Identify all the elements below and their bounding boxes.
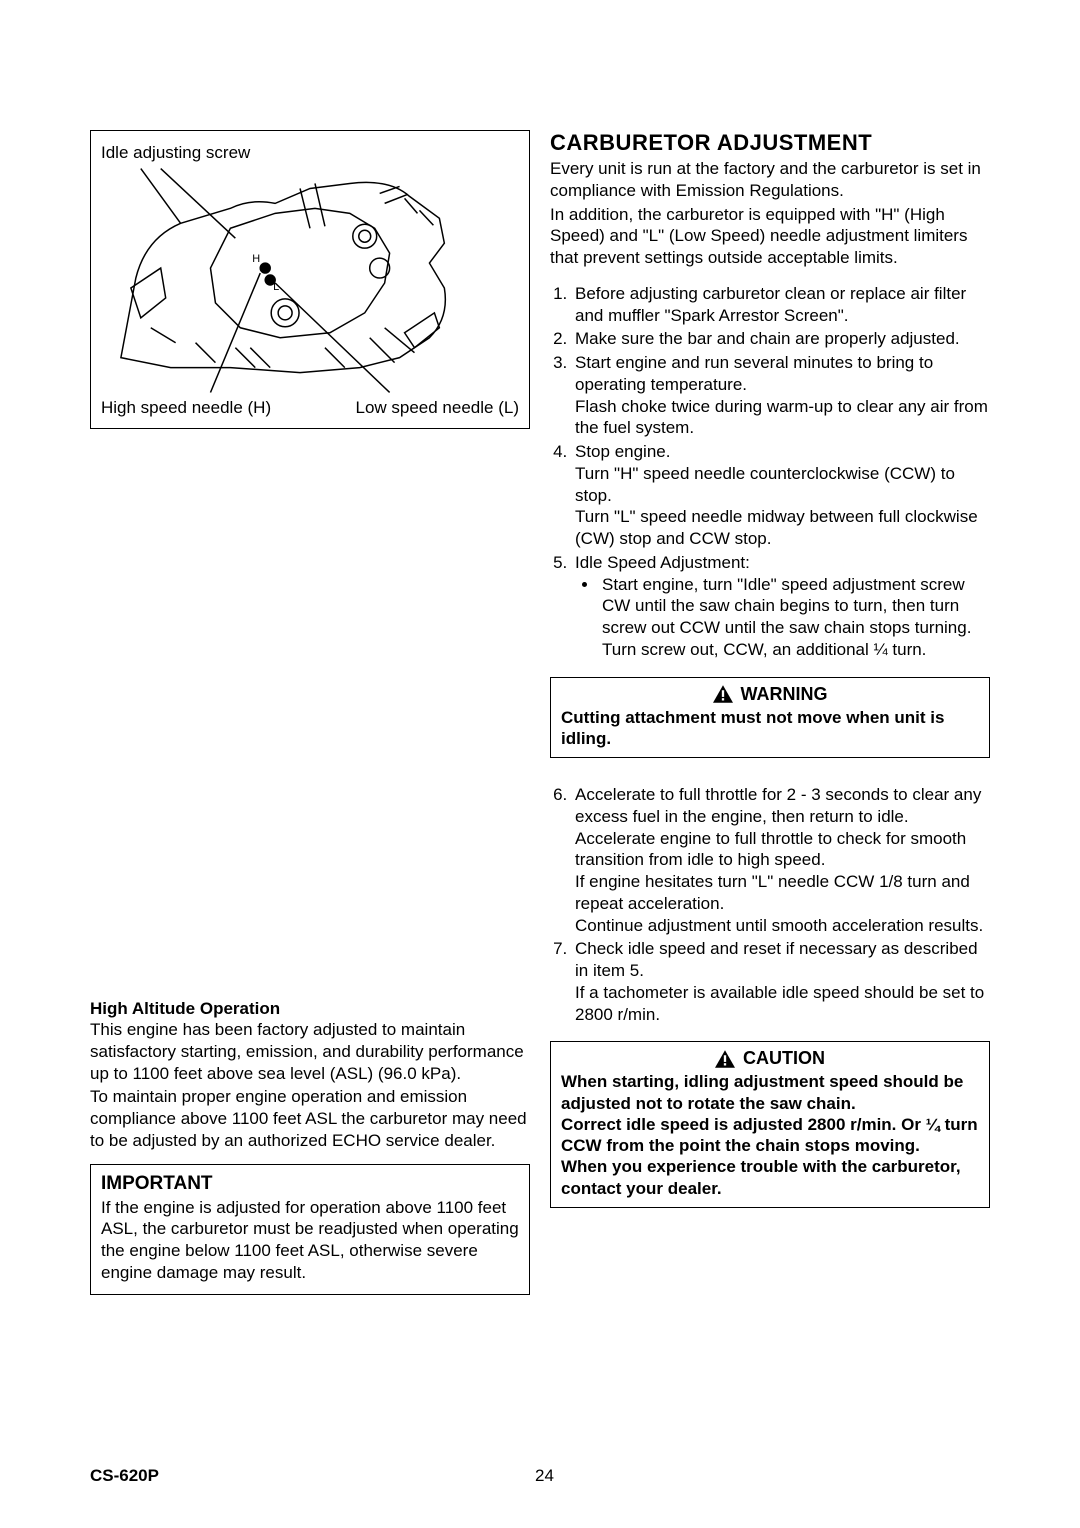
caution-body: When starting, idling adjustment speed s… <box>561 1071 979 1199</box>
step-1: Before adjusting carburetor clean or rep… <box>572 283 990 327</box>
warning-body: Cutting attachment must not move when un… <box>561 707 979 750</box>
svg-text:H: H <box>252 253 260 265</box>
intro-paragraph-2: In addition, the carburetor is equipped … <box>550 204 990 269</box>
svg-text:L: L <box>273 281 279 293</box>
caution-title: CAUTION <box>743 1048 825 1069</box>
important-box: IMPORTANT If the engine is adjusted for … <box>90 1164 530 1295</box>
step-4: Stop engine. Turn "H" speed needle count… <box>572 441 990 550</box>
caution-box: CAUTION When starting, idling adjustment… <box>550 1041 990 1208</box>
adjustment-steps: Before adjusting carburetor clean or rep… <box>550 283 990 663</box>
carburetor-diagram: Idle adjusting screw <box>90 130 530 429</box>
footer-page-number: 24 <box>535 1466 554 1486</box>
important-title: IMPORTANT <box>101 1173 519 1195</box>
caution-icon <box>715 1050 735 1068</box>
step-3: Start engine and run several minutes to … <box>572 352 990 439</box>
carburetor-svg: H L <box>101 168 519 398</box>
altitude-paragraph-2: To maintain proper engine operation and … <box>90 1086 530 1151</box>
main-heading: CARBURETOR ADJUSTMENT <box>550 130 990 156</box>
intro-paragraph-1: Every unit is run at the factory and the… <box>550 158 990 202</box>
important-body: If the engine is adjusted for operation … <box>101 1197 519 1284</box>
warning-box: WARNING Cutting attachment must not move… <box>550 677 990 759</box>
step-7: Check idle speed and reset if necessary … <box>572 938 990 1025</box>
altitude-paragraph-1: This engine has been factory adjusted to… <box>90 1019 530 1084</box>
adjustment-steps-continued: Accelerate to full throttle for 2 - 3 se… <box>550 784 990 1027</box>
step-2: Make sure the bar and chain are properly… <box>572 328 990 350</box>
warning-icon <box>713 685 733 703</box>
diagram-label-high: High speed needle (H) <box>101 398 271 418</box>
altitude-heading: High Altitude Operation <box>90 999 530 1019</box>
page-footer: CS-620P 24 <box>90 1466 990 1486</box>
warning-title: WARNING <box>741 684 828 705</box>
step-5-bullet: Start engine, turn "Idle" speed adjustme… <box>599 574 990 661</box>
diagram-label-idle: Idle adjusting screw <box>101 143 519 163</box>
footer-model: CS-620P <box>90 1466 159 1486</box>
step-5: Idle Speed Adjustment: Start engine, tur… <box>572 552 990 661</box>
diagram-label-low: Low speed needle (L) <box>355 398 519 418</box>
step-6: Accelerate to full throttle for 2 - 3 se… <box>572 784 990 936</box>
